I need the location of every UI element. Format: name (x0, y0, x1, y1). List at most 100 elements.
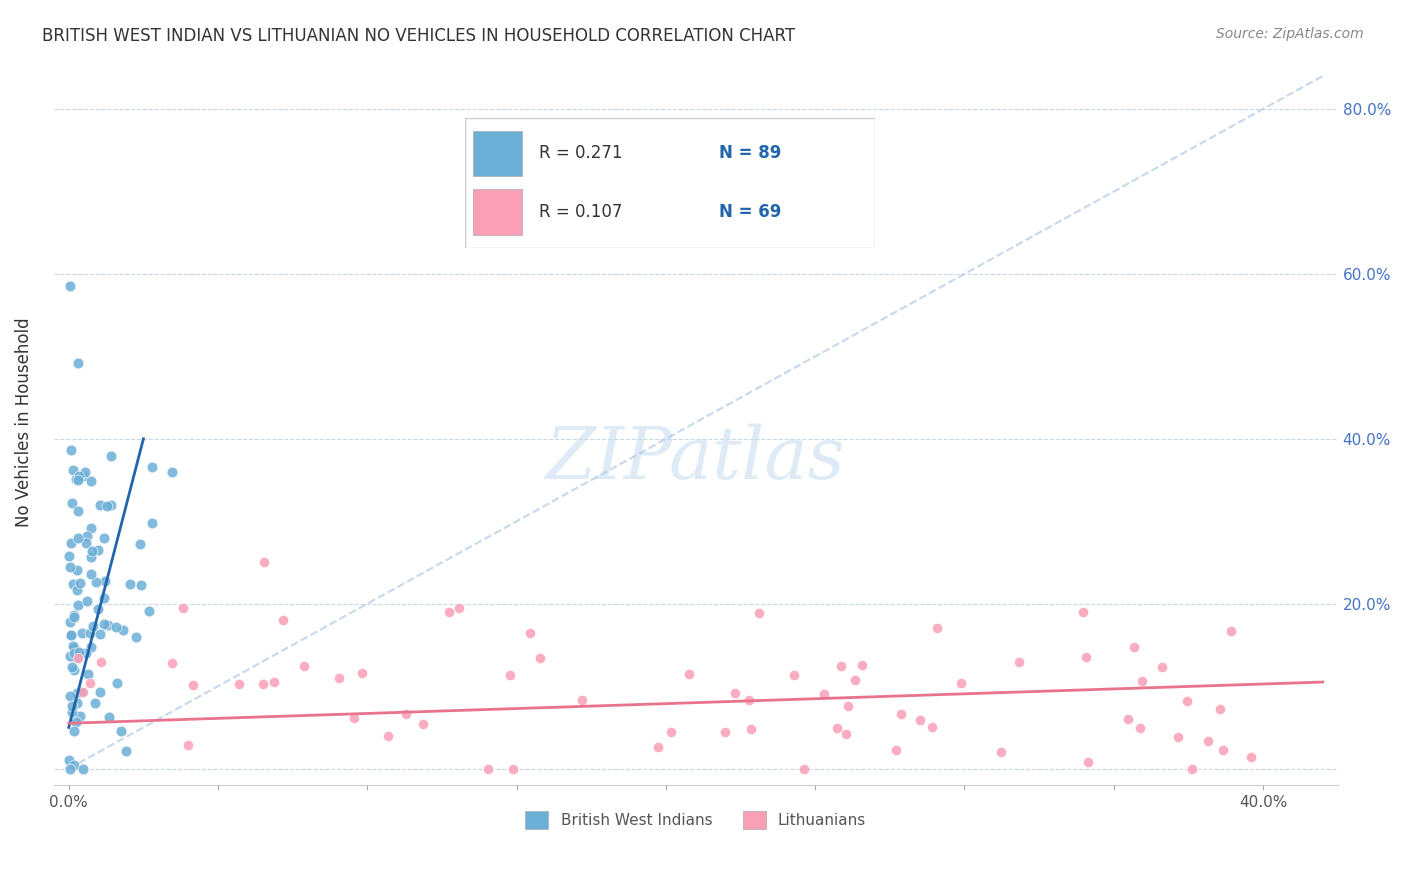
British West Indians (60, 705, 83, 719)
Lithuanians (449, 601, 471, 615)
Lithuanians (890, 707, 912, 722)
British West Indians (89, 685, 111, 699)
British West Indians (110, 724, 132, 739)
British West Indians (60, 660, 83, 674)
British West Indians (84, 575, 107, 590)
British West Indians (59, 278, 82, 293)
Lithuanians (395, 706, 418, 721)
British West Indians (141, 516, 163, 530)
British West Indians (59, 762, 82, 776)
British West Indians (72, 762, 94, 776)
Lithuanians (1208, 701, 1230, 715)
British West Indians (83, 696, 105, 710)
Lithuanians (228, 677, 250, 691)
British West Indians (129, 577, 152, 591)
British West Indians (89, 626, 111, 640)
Lithuanians (181, 678, 204, 692)
British West Indians (62, 758, 84, 772)
Lithuanians (1123, 640, 1146, 654)
Lithuanians (990, 745, 1012, 759)
British West Indians (63, 607, 86, 622)
Lithuanians (1074, 649, 1097, 664)
British West Indians (59, 690, 82, 704)
British West Indians (162, 465, 184, 479)
British West Indians (63, 723, 86, 738)
British West Indians (59, 536, 82, 550)
Lithuanians (377, 729, 399, 743)
British West Indians (76, 667, 98, 681)
British West Indians (111, 623, 134, 637)
British West Indians (63, 646, 86, 660)
Lithuanians (72, 685, 94, 699)
Lithuanians (160, 656, 183, 670)
Lithuanians (793, 762, 815, 776)
British West Indians (94, 574, 117, 588)
British West Indians (67, 531, 90, 545)
British West Indians (93, 591, 115, 606)
British West Indians (128, 536, 150, 550)
Lithuanians (519, 625, 541, 640)
Lithuanians (714, 725, 737, 739)
Lithuanians (66, 650, 89, 665)
British West Indians (59, 560, 82, 574)
Lithuanians (851, 658, 873, 673)
British West Indians (80, 474, 103, 488)
Lithuanians (884, 743, 907, 757)
Lithuanians (925, 621, 948, 635)
Lithuanians (813, 686, 835, 700)
Lithuanians (263, 674, 285, 689)
Lithuanians (678, 667, 700, 681)
British West Indians (93, 531, 115, 545)
British West Indians (66, 598, 89, 612)
British West Indians (66, 582, 89, 597)
British West Indians (105, 620, 128, 634)
British West Indians (58, 549, 80, 563)
Lithuanians (783, 668, 806, 682)
British West Indians (76, 594, 98, 608)
British West Indians (141, 460, 163, 475)
Lithuanians (834, 727, 856, 741)
Lithuanians (1181, 762, 1204, 776)
Text: ZIPatlas: ZIPatlas (546, 424, 845, 494)
British West Indians (58, 753, 80, 767)
Lithuanians (724, 686, 747, 700)
Lithuanians (412, 717, 434, 731)
British West Indians (69, 575, 91, 590)
Lithuanians (825, 722, 848, 736)
British West Indians (59, 443, 82, 458)
British West Indians (87, 542, 110, 557)
Lithuanians (950, 676, 973, 690)
British West Indians (72, 626, 94, 640)
Legend: British West Indians, Lithuanians: British West Indians, Lithuanians (519, 805, 872, 836)
British West Indians (66, 563, 89, 577)
Lithuanians (499, 668, 522, 682)
British West Indians (62, 663, 84, 677)
British West Indians (62, 610, 84, 624)
British West Indians (87, 601, 110, 615)
British West Indians (69, 685, 91, 699)
British West Indians (98, 710, 121, 724)
British West Indians (72, 468, 94, 483)
Lithuanians (1007, 655, 1029, 669)
British West Indians (118, 577, 141, 591)
Lithuanians (1197, 733, 1219, 747)
Lithuanians (830, 659, 852, 673)
British West Indians (100, 449, 122, 463)
British West Indians (79, 521, 101, 535)
Lithuanians (1167, 730, 1189, 744)
Lithuanians (1073, 605, 1095, 619)
British West Indians (67, 469, 90, 483)
British West Indians (138, 604, 160, 618)
British West Indians (67, 504, 90, 518)
Lithuanians (477, 762, 499, 776)
British West Indians (63, 640, 86, 655)
British West Indians (62, 640, 84, 654)
British West Indians (59, 628, 82, 642)
British West Indians (60, 699, 83, 714)
British West Indians (100, 498, 122, 512)
Lithuanians (328, 671, 350, 685)
British West Indians (66, 473, 89, 487)
British West Indians (62, 463, 84, 477)
British West Indians (66, 650, 89, 665)
Lithuanians (172, 600, 194, 615)
